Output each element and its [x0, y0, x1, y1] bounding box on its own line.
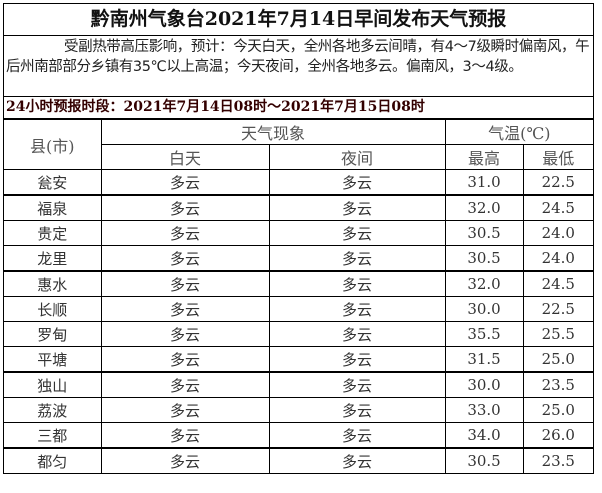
cell-high: 31.5: [444, 346, 524, 373]
cell-day: 多云: [100, 447, 270, 473]
cell-county: 贵定: [4, 220, 102, 246]
cell-day: 多云: [100, 371, 270, 398]
cell-county: 长顺: [4, 296, 102, 322]
header-weather: 天气现象: [100, 120, 446, 145]
cell-high: 32.0: [444, 270, 524, 297]
cell-low: 24.0: [522, 245, 594, 272]
cell-low: 22.5: [522, 169, 594, 196]
table-row: 独山 多云 多云 30.0 23.5: [4, 371, 594, 398]
cell-day: 多云: [100, 296, 270, 322]
cell-low: 23.5: [522, 371, 594, 398]
table-row: 贵定 多云 多云 30.5 24.0: [4, 220, 594, 246]
page-title: 黔南州气象台2021年7月14日早间发布天气预报: [4, 4, 593, 36]
cell-low: 25.0: [522, 346, 594, 373]
cell-day: 多云: [100, 270, 270, 297]
forecast-document: 黔南州气象台2021年7月14日早间发布天气预报 受副热带高压影响，预计：今天白…: [3, 3, 594, 474]
cell-day: 多云: [100, 321, 270, 347]
cell-high: 30.0: [444, 371, 524, 398]
cell-day: 多云: [100, 220, 270, 246]
cell-high: 35.5: [444, 321, 524, 347]
cell-night: 多云: [268, 296, 446, 322]
cell-low: 24.0: [522, 220, 594, 246]
forecast-summary: 受副热带高压影响，预计：今天白天，全州各地多云间晴，有4～7级瞬时偏南风，午后州…: [4, 36, 593, 97]
cell-night: 多云: [268, 220, 446, 246]
cell-county: 平塘: [4, 346, 102, 373]
cell-county: 独山: [4, 371, 102, 398]
cell-night: 多云: [268, 447, 446, 473]
table-row: 惠水 多云 多云 32.0 24.5: [4, 270, 594, 297]
cell-night: 多云: [268, 245, 446, 272]
table-row: 平塘 多云 多云 31.5 25.0: [4, 346, 594, 373]
cell-low: 22.5: [522, 296, 594, 322]
cell-county: 龙里: [4, 245, 102, 272]
cell-day: 多云: [100, 346, 270, 373]
cell-high: 30.5: [444, 245, 524, 272]
cell-high: 34.0: [444, 422, 524, 449]
table-row: 都匀 多云 多云 30.5 23.5: [4, 447, 594, 473]
forecast-period: 24小时预报时段：2021年7月14日08时～2021年7月15日08时: [4, 97, 593, 120]
cell-low: 25.5: [522, 321, 594, 347]
cell-county: 罗甸: [4, 321, 102, 347]
cell-county: 三都: [4, 422, 102, 449]
table-row: 龙里 多云 多云 30.5 24.0: [4, 245, 594, 272]
header-low: 最低: [522, 144, 594, 170]
forecast-table: 县(市) 天气现象 气温(℃) 白天 夜间 最高 最低 瓮安 多云 多云 31.0 22…: [4, 120, 594, 473]
cell-county: 都匀: [4, 447, 102, 473]
cell-low: 25.0: [522, 397, 594, 423]
cell-low: 23.5: [522, 447, 594, 473]
cell-night: 多云: [268, 346, 446, 373]
cell-high: 30.0: [444, 296, 524, 322]
cell-day: 多云: [100, 397, 270, 423]
cell-low: 24.5: [522, 270, 594, 297]
cell-day: 多云: [100, 194, 270, 221]
cell-county: 福泉: [4, 194, 102, 221]
table-row: 长顺 多云 多云 30.0 22.5: [4, 296, 594, 322]
cell-county: 惠水: [4, 270, 102, 297]
cell-county: 瓮安: [4, 169, 102, 196]
header-night: 夜间: [268, 144, 446, 170]
cell-county: 荔波: [4, 397, 102, 423]
cell-low: 26.0: [522, 422, 594, 449]
cell-high: 33.0: [444, 397, 524, 423]
cell-night: 多云: [268, 422, 446, 449]
cell-night: 多云: [268, 371, 446, 398]
header-temp: 气温(℃): [444, 120, 594, 145]
header-day: 白天: [101, 144, 270, 170]
header-county: 县(市): [4, 120, 102, 170]
table-row: 荔波 多云 多云 33.0 25.0: [4, 397, 594, 423]
cell-night: 多云: [268, 270, 446, 297]
cell-day: 多云: [100, 169, 270, 196]
cell-day: 多云: [100, 422, 270, 449]
cell-low: 24.5: [522, 194, 594, 221]
cell-high: 32.0: [444, 194, 524, 221]
cell-night: 多云: [268, 397, 446, 423]
cell-night: 多云: [268, 321, 446, 347]
table-row: 瓮安 多云 多云 31.0 22.5: [4, 169, 594, 196]
header-high: 最高: [444, 144, 524, 170]
table-row: 罗甸 多云 多云 35.5 25.5: [4, 321, 594, 347]
cell-high: 31.0: [444, 169, 524, 196]
cell-high: 30.5: [444, 447, 524, 473]
table-row: 三都 多云 多云 34.0 26.0: [4, 422, 594, 449]
cell-high: 30.5: [444, 220, 524, 246]
cell-night: 多云: [268, 194, 446, 221]
cell-day: 多云: [100, 245, 270, 272]
table-row: 福泉 多云 多云 32.0 24.5: [4, 194, 594, 221]
cell-night: 多云: [268, 169, 446, 196]
